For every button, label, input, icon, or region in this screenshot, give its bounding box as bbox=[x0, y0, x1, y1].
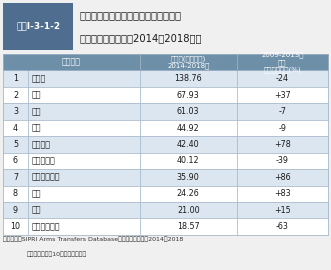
Text: 21.00: 21.00 bbox=[177, 206, 200, 215]
Text: 豊州: 豊州 bbox=[31, 91, 41, 100]
Text: 年の輸入額上位10ヵ国のみ表記。: 年の輸入額上位10ヵ国のみ表記。 bbox=[26, 251, 87, 257]
Text: 中国: 中国 bbox=[31, 107, 41, 116]
Text: -7: -7 bbox=[278, 107, 286, 116]
Text: 台湾: 台湾 bbox=[31, 189, 41, 198]
Text: 42.40: 42.40 bbox=[177, 140, 200, 149]
Text: 138.76: 138.76 bbox=[174, 74, 202, 83]
Text: 1: 1 bbox=[13, 74, 18, 83]
Text: -39: -39 bbox=[276, 156, 289, 166]
Text: 61.03: 61.03 bbox=[177, 107, 200, 116]
Text: ベトナム: ベトナム bbox=[31, 140, 51, 149]
Text: 国・地域: 国・地域 bbox=[62, 58, 81, 67]
Text: 韓国: 韓国 bbox=[31, 123, 41, 133]
Text: +15: +15 bbox=[274, 206, 291, 215]
Text: 日本: 日本 bbox=[31, 206, 41, 215]
Text: 44.92: 44.92 bbox=[177, 123, 200, 133]
Text: パキスタン: パキスタン bbox=[31, 156, 55, 166]
Text: -63: -63 bbox=[276, 222, 289, 231]
Text: -9: -9 bbox=[278, 123, 286, 133]
Text: -24: -24 bbox=[276, 74, 289, 83]
Text: 輸入額(億米ドル)
2014-2018年: 輸入額(億米ドル) 2014-2018年 bbox=[167, 55, 210, 69]
Text: +78: +78 bbox=[274, 140, 291, 149]
Text: の輸入額推移状况（2014～2018年）: の輸入額推移状况（2014～2018年） bbox=[79, 33, 202, 43]
Text: 6: 6 bbox=[13, 156, 18, 166]
Text: 35.90: 35.90 bbox=[177, 173, 200, 182]
Text: 40.12: 40.12 bbox=[177, 156, 200, 166]
Text: インドネシア: インドネシア bbox=[31, 173, 60, 182]
Text: 7: 7 bbox=[13, 173, 18, 182]
Text: 2: 2 bbox=[13, 91, 18, 100]
Text: 9: 9 bbox=[13, 206, 18, 215]
Text: インド: インド bbox=[31, 74, 46, 83]
Text: 3: 3 bbox=[13, 107, 18, 116]
Text: 図表Ⅰ-3-1-2: 図表Ⅰ-3-1-2 bbox=[16, 22, 60, 31]
Text: +83: +83 bbox=[274, 189, 291, 198]
Text: 8: 8 bbox=[13, 189, 18, 198]
Text: 18.57: 18.57 bbox=[177, 222, 200, 231]
Text: +86: +86 bbox=[274, 173, 291, 182]
Text: 10: 10 bbox=[11, 222, 21, 231]
Text: 4: 4 bbox=[13, 123, 18, 133]
Text: 67.93: 67.93 bbox=[177, 91, 200, 100]
Text: +37: +37 bbox=[274, 91, 291, 100]
Text: アジア・大洋州における主要通常兵器: アジア・大洋州における主要通常兵器 bbox=[79, 10, 181, 20]
Text: シンガポール: シンガポール bbox=[31, 222, 60, 231]
Text: 5: 5 bbox=[13, 140, 18, 149]
Text: （注）　「SIPRI Arms Transfers Database」をもとに作成。2014～2018: （注） 「SIPRI Arms Transfers Database」をもとに作… bbox=[3, 236, 184, 242]
Text: 24.26: 24.26 bbox=[177, 189, 200, 198]
Text: 2009-2013年
との
輸入額の比較(%): 2009-2013年 との 輸入額の比較(%) bbox=[261, 51, 304, 73]
